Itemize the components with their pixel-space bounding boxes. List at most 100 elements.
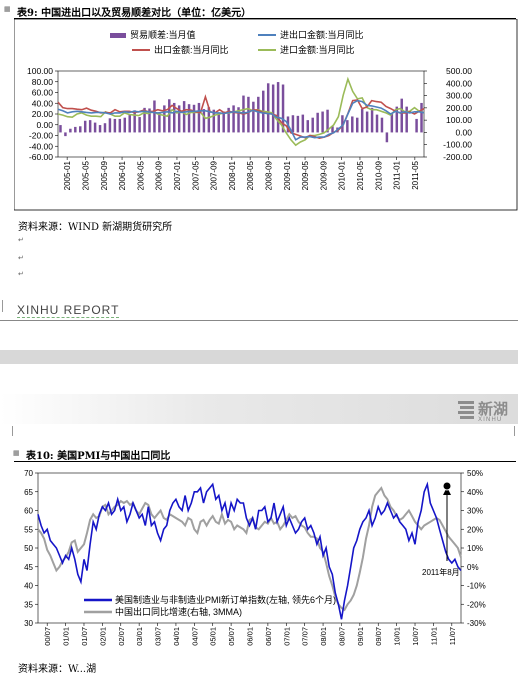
trade-surplus-bar [59, 125, 62, 133]
annotation-arrowhead [443, 487, 451, 495]
x-tick-label: 2009-09 [319, 160, 328, 190]
chart9-legend: 贸易顺差:当月值 进出口金额:当月同比 出口金额:当月同比 进口金额:当月同比 [110, 29, 364, 55]
chart10-caption: 表10: 美国PMI与中国出口同比 [26, 451, 171, 462]
xinhu-logo-icon [458, 401, 474, 419]
trade-surplus-bar [113, 118, 117, 133]
trade-surplus-bar [395, 106, 399, 133]
trade-surplus-bar [326, 109, 329, 133]
trade-surplus-bar [123, 117, 127, 133]
y-right-tick-label: 0.00 [455, 127, 472, 137]
y-right-tick-label: 300.00 [446, 91, 472, 101]
y-right-tick-label: 200.00 [446, 103, 472, 113]
y-left-tick-label: 80.00 [32, 77, 54, 87]
trade-surplus-bar [237, 107, 240, 133]
trade-surplus-bar [415, 118, 418, 133]
x-tick-label: 01/01 [62, 627, 71, 646]
x-tick-label: 07/07 [301, 627, 310, 646]
trade-surplus-bar [118, 118, 122, 133]
y-left-tick-label: -20.00 [29, 131, 53, 141]
trade-surplus-bar [74, 126, 77, 133]
paragraph-mark: ↵ [18, 236, 24, 244]
report-text: XINHU REPORT [17, 303, 120, 318]
trade-surplus-bar [341, 115, 344, 133]
trade-surplus-bar [133, 110, 136, 133]
trade-surplus-bar [301, 114, 305, 133]
x-tick-label: 2005-05 [81, 160, 90, 190]
chart9-source: 资料来源：WIND 新湖期货研究所 [18, 222, 173, 233]
trade-surplus-bar [420, 102, 423, 133]
x-tick-label: 08/07 [337, 627, 346, 646]
chart10: 70 65 60 55 50 45 40 35 30 50% 40% 30% 20% 10% 0% -10% -… [24, 469, 486, 646]
x-tick-label: 10/07 [411, 627, 420, 646]
trade-surplus-bar [153, 100, 156, 133]
x-tick-label: 06/01 [246, 627, 255, 646]
legend-bar-swatch [110, 33, 126, 38]
trade-surplus-bar [138, 117, 141, 133]
x-tick-label: 2005-01 [63, 160, 72, 190]
y-left-tick-label: 45 [24, 563, 33, 572]
y-right-tick-label: -100.00 [443, 140, 472, 150]
trade-surplus-bar [64, 132, 67, 137]
x-tick-label: 2011-05 [411, 160, 420, 189]
y-right-tick-label: -30% [467, 619, 486, 628]
trade-surplus-bar [311, 117, 314, 133]
trade-surplus-bar [271, 84, 275, 133]
y-left-tick-label: 40.00 [32, 98, 54, 108]
trade-surplus-bar [79, 126, 82, 133]
trade-surplus-bar [187, 104, 191, 133]
trade-surplus-bar [103, 123, 107, 133]
trade-surplus-bar [321, 111, 324, 133]
legend-item: 进出口金额:当月同比 [280, 29, 364, 40]
x-tick-label: 2007-09 [210, 160, 219, 190]
y-right-tick-label: -10% [467, 582, 486, 591]
x-tick-label: 2007-05 [191, 160, 200, 190]
chart10-annotation: 2011年8月 [422, 481, 460, 577]
logo-text: 新湖 [478, 400, 509, 418]
trade-surplus-bar [182, 101, 186, 133]
x-tick-label: 2006-01 [118, 160, 127, 190]
y-left-tick-label: 50 [24, 544, 33, 553]
x-tick-label: 02/01 [98, 627, 107, 646]
y-left-tick-label: 60.00 [32, 88, 54, 98]
legend-item: 进口金额:当月同比 [280, 44, 355, 55]
series-line [57, 99, 425, 141]
x-tick-label: 2010-01 [338, 160, 347, 190]
trade-surplus-bar [148, 108, 151, 133]
chart9-plot: 100.0080.0060.0040.0020.000.00-20.00-40.… [27, 66, 472, 190]
x-tick-label: 2005-09 [100, 160, 109, 190]
trade-surplus-bar [93, 122, 97, 133]
trade-surplus-bar [163, 105, 166, 133]
trade-surplus-bar [355, 117, 359, 133]
x-tick-label: 2008-09 [264, 160, 273, 190]
x-tick-label: 09/07 [374, 627, 383, 646]
chart9-caption: 表9: 中国进出口以及贸易顺差对比（单位：亿美元） [17, 8, 252, 19]
y-left-tick-label: 55 [24, 525, 33, 534]
trade-surplus-bar [266, 83, 270, 133]
trade-surplus-bar [316, 112, 319, 133]
y-left-tick-label: 100.00 [27, 66, 53, 76]
trade-surplus-bar [405, 106, 408, 133]
x-tick-label: 2009-01 [283, 160, 292, 190]
legend-item: 中国出口同比增速(右轴, 3MMA) [115, 606, 242, 617]
x-tick-label: 11/07 [448, 627, 457, 645]
x-tick-label: 02/07 [117, 627, 126, 646]
y-right-tick-label: 20% [467, 525, 483, 534]
x-tick-label: 11/01 [429, 627, 438, 645]
chart9: 贸易顺差:当月值 进出口金额:当月同比 出口金额:当月同比 进口金额:当月同比 … [14, 19, 518, 211]
trade-surplus-bar [375, 114, 379, 133]
x-tick-label: 05/07 [227, 627, 236, 646]
y-left-tick-label: -60.00 [29, 152, 53, 162]
y-right-tick-label: 10% [467, 544, 483, 553]
page-gap [0, 364, 518, 394]
x-tick-label: 06/07 [264, 627, 273, 646]
trade-surplus-bar [192, 104, 196, 133]
trade-surplus-bar [247, 96, 250, 133]
caption-rule [14, 461, 516, 462]
x-tick-label: 00/07 [43, 627, 52, 646]
x-tick-label: 09/01 [356, 627, 365, 646]
report-footer: XINHU REPORT [17, 303, 120, 318]
y-right-tick-label: 30% [467, 507, 483, 516]
trade-surplus-bar [370, 107, 374, 133]
x-tick-label: 04/07 [190, 627, 199, 646]
x-tick-label: 2006-05 [136, 160, 145, 190]
